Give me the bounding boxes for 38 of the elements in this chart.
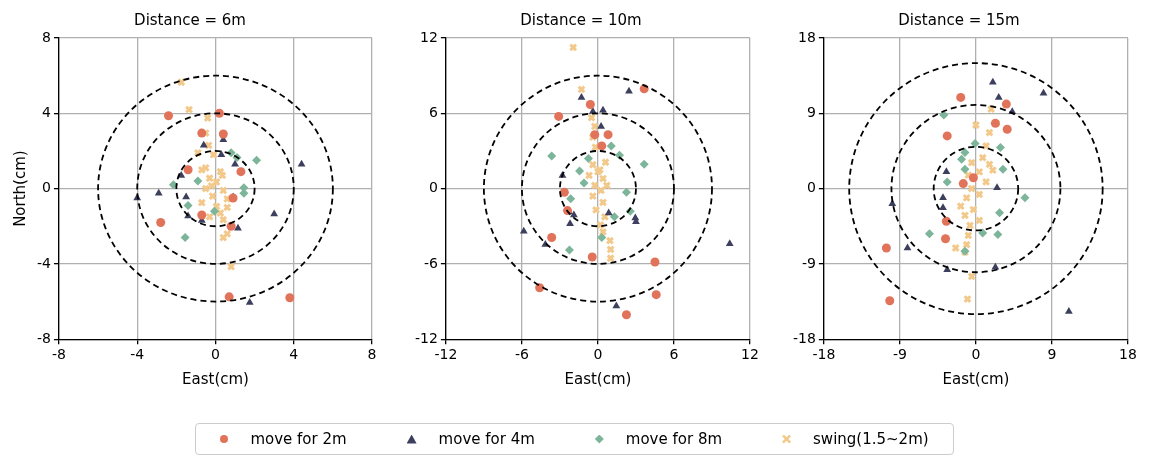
y-tick-label: -4	[36, 254, 52, 271]
y-tick-label: -8	[36, 329, 51, 346]
y-tick-label: 9	[806, 103, 816, 120]
y-tick-label: 12	[420, 28, 438, 45]
x-tick-label: 0	[211, 346, 220, 363]
chart-title: Distance = 6m	[134, 10, 246, 29]
x-tick-label: 8	[367, 346, 377, 363]
x-tick-label: 0	[593, 346, 603, 363]
x-axis-title: East(cm)	[942, 369, 1010, 388]
x-tick-label: 0	[971, 346, 981, 363]
y-tick-label: 8	[42, 28, 51, 45]
x-axis-title: East(cm)	[182, 369, 249, 388]
x-tick-label: 18	[1119, 346, 1137, 363]
x-tick-label: 9	[1047, 346, 1057, 363]
y-tick-label: -6	[423, 254, 438, 271]
y-tick-label: 6	[428, 103, 438, 120]
chart-title: Distance = 15m	[898, 10, 1020, 29]
chart-title: Distance = 10m	[520, 10, 642, 29]
legend-label: move for 4m	[438, 430, 535, 448]
y-tick-label: 0	[42, 179, 51, 196]
x-tick-label: 4	[289, 346, 299, 363]
y-axis-title: North(cm)	[10, 150, 29, 227]
x-tick-label: 12	[741, 346, 759, 363]
y-tick-label: -18	[792, 329, 816, 346]
y-tick-label: 0	[428, 179, 438, 196]
y-tick-label: -12	[414, 329, 438, 346]
y-tick-label: 4	[42, 103, 52, 120]
x-tick-label: -6	[514, 346, 529, 363]
legend-label: swing(1.5~2m)	[813, 430, 929, 448]
legend-label: move for 8m	[625, 430, 723, 448]
y-tick-label: 18	[798, 28, 816, 45]
y-tick-label: -9	[801, 254, 816, 271]
y-tick-label: 0	[806, 179, 816, 196]
legend-label: move for 2m	[250, 430, 347, 448]
x-tick-label: -9	[892, 346, 907, 363]
x-axis-title: East(cm)	[564, 369, 632, 388]
x-tick-label: 6	[669, 346, 679, 363]
x-tick-label: -4	[130, 346, 145, 363]
